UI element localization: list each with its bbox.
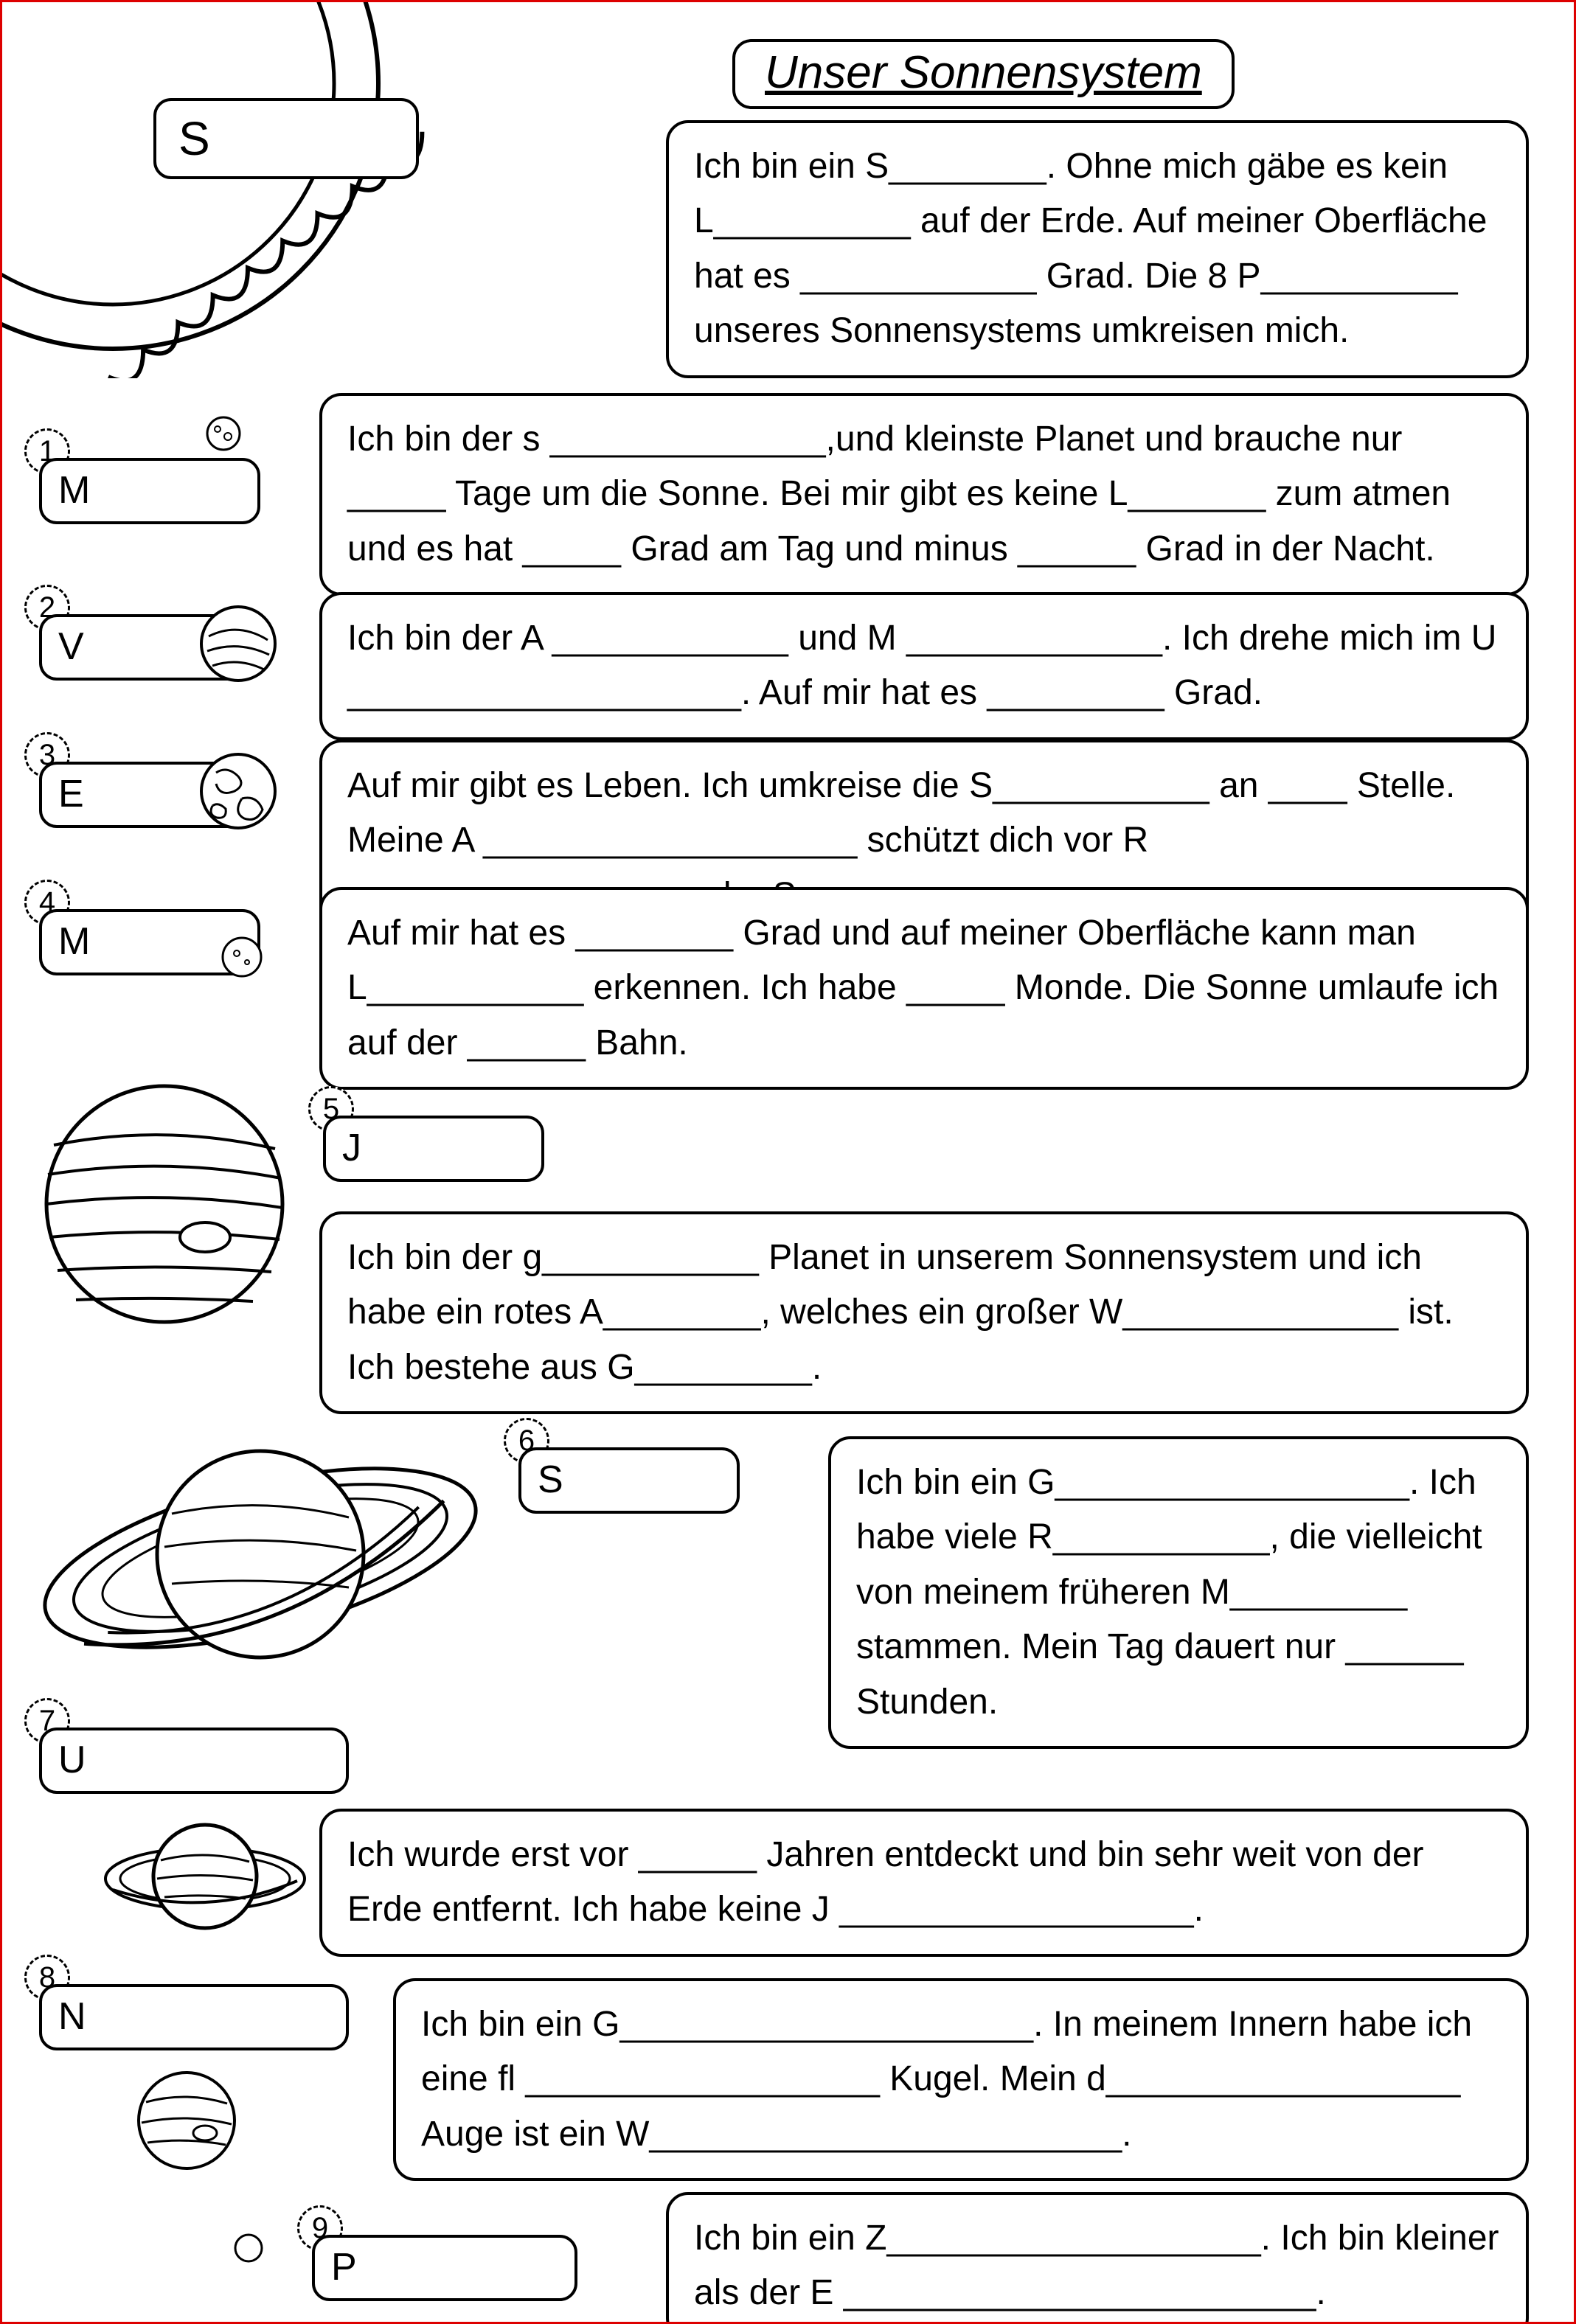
label-pluto[interactable]: P	[312, 2235, 577, 2301]
mercury-text[interactable]: Ich bin der s ______________,und kleinst…	[319, 393, 1529, 596]
sun-drawing	[0, 0, 482, 378]
worksheet-page: S Unser Sonnensystem Ich bin ein S______…	[0, 0, 1576, 2324]
uranus-text[interactable]: Ich wurde erst vor ______ Jahren entdeck…	[319, 1809, 1529, 1957]
neptune-icon	[131, 2065, 242, 2176]
jupiter-text[interactable]: Ich bin der g___________ Planet in unser…	[319, 1211, 1529, 1414]
sun-letter: S	[178, 112, 210, 165]
page-title: Unser Sonnensystem	[732, 39, 1235, 109]
label-mercury[interactable]: M	[39, 458, 260, 524]
sun-label-box[interactable]: S	[153, 98, 419, 179]
earth-icon	[194, 747, 282, 835]
sun-text[interactable]: Ich bin ein S________. Ohne mich gäbe es…	[666, 120, 1529, 378]
label-neptune[interactable]: N	[39, 1984, 349, 2050]
uranus-icon	[98, 1809, 312, 1949]
venus-icon	[194, 599, 282, 688]
pluto-text[interactable]: Ich bin ein Z___________________. Ich bi…	[666, 2192, 1529, 2324]
label-saturn[interactable]: S	[518, 1447, 740, 1514]
saturn-icon	[24, 1418, 496, 1698]
mars-icon	[216, 931, 268, 983]
label-jupiter[interactable]: J	[323, 1116, 544, 1182]
pluto-icon	[231, 2230, 266, 2266]
venus-text[interactable]: Ich bin der A ____________ und M _______…	[319, 592, 1529, 740]
mercury-icon	[201, 411, 246, 456]
mars-text[interactable]: Auf mir hat es ________ Grad und auf mei…	[319, 887, 1529, 1090]
neptune-text[interactable]: Ich bin ein G_____________________. In m…	[393, 1978, 1529, 2181]
label-uranus[interactable]: U	[39, 1728, 349, 1794]
jupiter-icon	[39, 1079, 290, 1329]
saturn-text[interactable]: Ich bin ein G__________________. Ich hab…	[828, 1436, 1529, 1749]
